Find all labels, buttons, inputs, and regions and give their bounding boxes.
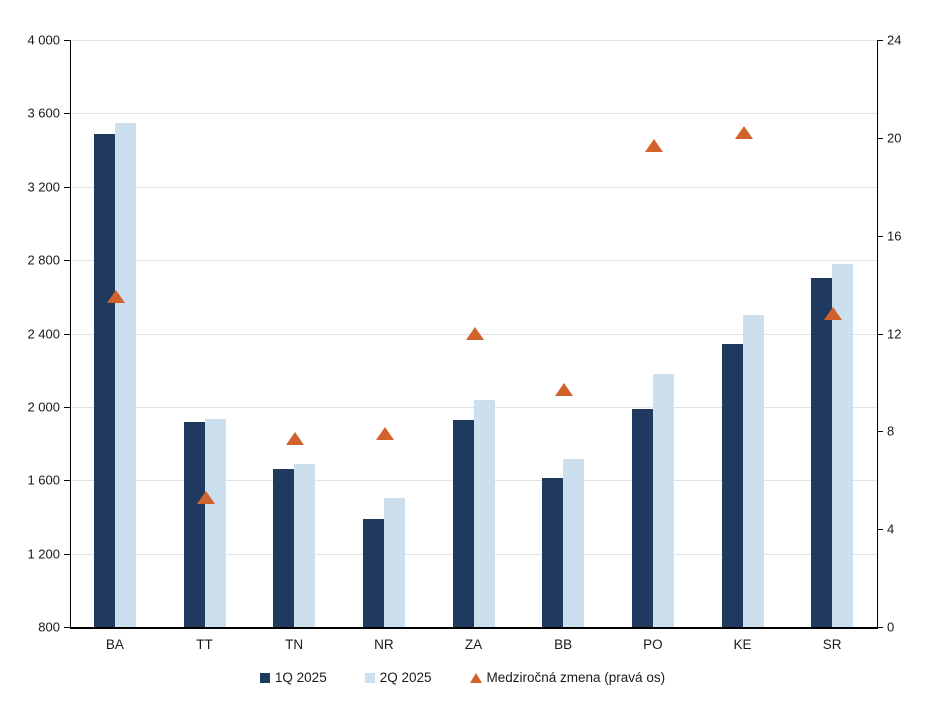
triangle-marker [286, 432, 305, 446]
x-axis-line [70, 627, 878, 629]
legend-item-yoy-change: Medziročná zmena (pravá os) [469, 670, 666, 685]
category-label: NR [374, 637, 394, 652]
left-axis-tick [64, 260, 70, 262]
left-axis-line [70, 40, 71, 627]
category-label: TT [196, 637, 213, 652]
right-axis-tick-label: 4 [887, 521, 895, 537]
bar-1q-2025 [273, 469, 295, 627]
bar-2q-2025 [294, 463, 316, 627]
triangle-marker [196, 490, 215, 504]
left-axis-tick [64, 553, 70, 555]
bar-2q-2025 [383, 497, 405, 627]
left-axis-tick [64, 480, 70, 482]
right-axis-tick-label: 16 [887, 228, 902, 244]
right-axis-tick-label: 20 [887, 130, 902, 146]
gridline [70, 40, 877, 41]
gridline [70, 186, 877, 188]
left-axis-tick [64, 40, 70, 41]
left-axis-tick-label: 2 000 [27, 399, 60, 415]
bar-2q-2025 [563, 459, 585, 627]
legend-label-1q-2025: 1Q 2025 [274, 670, 327, 685]
triangle-marker [555, 383, 574, 397]
left-axis-tick-label: 3 600 [27, 105, 60, 121]
legend-triangle-icon [469, 672, 482, 683]
triangle-marker [465, 327, 484, 340]
bar-1q-2025 [631, 408, 653, 627]
left-axis-tick-label: 2 800 [27, 252, 60, 268]
bar-2q-2025 [832, 263, 854, 627]
triangle-marker [644, 138, 663, 152]
gridline [70, 260, 877, 262]
legend-item-1q-2025: 1Q 2025 [259, 670, 327, 685]
legend-item-2q-2025: 2Q 2025 [364, 670, 432, 685]
bar-1q-2025 [362, 518, 384, 627]
bar-2q-2025 [204, 418, 226, 627]
triangle-marker [106, 290, 125, 304]
left-axis-tick [64, 186, 70, 188]
right-axis-tick-label: 8 [887, 423, 895, 439]
category-label: BA [105, 637, 124, 652]
legend-label-yoy-change: Medziročná zmena (pravá os) [486, 670, 666, 685]
left-axis-tick-label: 2 400 [27, 326, 60, 341]
left-axis-tick-label: 800 [38, 619, 60, 635]
right-axis-tick [877, 431, 883, 433]
right-axis-tick-label: 24 [887, 32, 902, 48]
right-axis-tick [877, 333, 883, 335]
left-axis-tick [64, 333, 70, 335]
triangle-marker [734, 126, 753, 140]
category-label: SR [822, 637, 842, 652]
category-label: PO [643, 637, 663, 652]
triangle-marker [375, 427, 394, 441]
category-label: KE [733, 637, 752, 652]
bar-2q-2025 [114, 123, 136, 627]
category-label: BB [554, 637, 573, 652]
left-axis-tick [64, 113, 70, 115]
legend-swatch-1q-2025 [259, 672, 270, 683]
right-axis-line [877, 40, 878, 627]
bar-1q-2025 [811, 278, 833, 627]
left-axis-tick [64, 627, 70, 628]
category-label: ZA [464, 637, 483, 652]
legend-label-2q-2025: 2Q 2025 [379, 670, 432, 685]
left-axis-tick-label: 1 200 [27, 546, 60, 562]
bar-1q-2025 [93, 133, 115, 627]
left-axis-tick [64, 406, 70, 408]
bar-1q-2025 [721, 343, 743, 627]
bar-1q-2025 [452, 419, 474, 627]
triangle-marker [824, 307, 843, 321]
right-axis-tick [877, 40, 883, 41]
right-axis-tick-label: 0 [887, 619, 895, 635]
left-axis-tick-label: 3 200 [27, 179, 60, 195]
bar-2q-2025 [652, 373, 674, 627]
category-label: TN [285, 637, 304, 652]
legend-swatch-2q-2025 [364, 672, 375, 683]
bar-2q-2025 [473, 400, 495, 627]
right-axis-tick-label: 12 [887, 326, 902, 341]
legend: 1Q 2025 2Q 2025 Medziročná zmena (pravá … [0, 670, 925, 685]
right-axis-tick [877, 627, 883, 628]
gridline [70, 113, 877, 115]
right-axis-tick [877, 235, 883, 237]
left-axis-tick-label: 1 600 [27, 472, 60, 488]
left-axis-tick-label: 4 000 [27, 32, 60, 48]
right-axis-tick [877, 137, 883, 139]
bar-2q-2025 [742, 315, 764, 627]
bar-1q-2025 [542, 478, 564, 627]
right-axis-tick [877, 529, 883, 531]
bar-1q-2025 [183, 421, 205, 627]
